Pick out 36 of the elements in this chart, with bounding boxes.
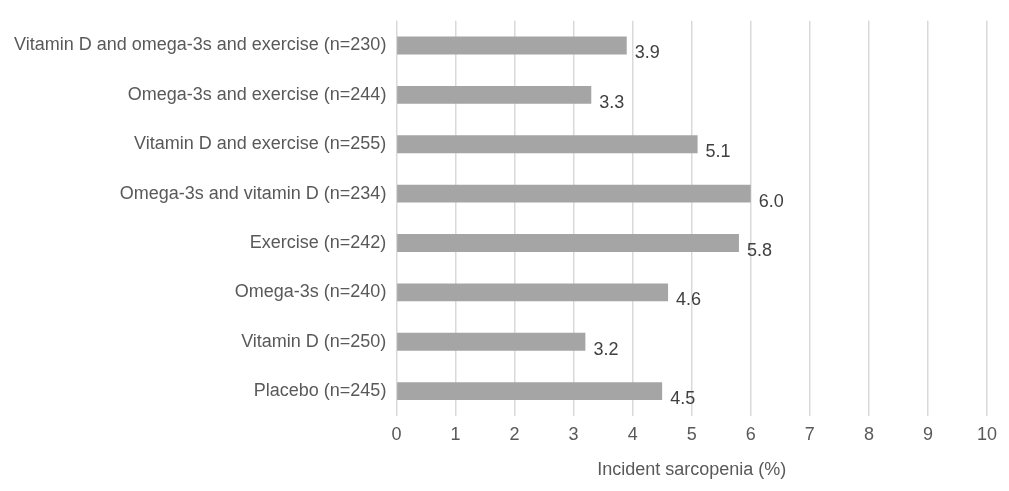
y-tick-label: Vitamin D (n=250) — [241, 330, 387, 351]
x-tick-label: 6 — [745, 423, 756, 444]
y-tick-label: Vitamin D and exercise (n=255) — [134, 133, 387, 154]
y-tick-label: Exercise (n=242) — [249, 231, 387, 252]
data-label: 6.0 — [758, 190, 784, 211]
data-label: 5.8 — [746, 239, 772, 260]
bar — [397, 332, 586, 351]
bar — [397, 36, 627, 55]
x-tick-label: 9 — [922, 423, 933, 444]
data-label: 5.1 — [705, 141, 731, 162]
x-tick-label: 5 — [686, 423, 697, 444]
data-label: 4.6 — [676, 289, 702, 310]
bar — [397, 135, 698, 154]
bar — [397, 184, 751, 203]
bar — [397, 234, 739, 252]
bar — [397, 283, 669, 302]
x-axis-title: Incident sarcopenia (%) — [597, 459, 787, 480]
y-tick-label: Placebo (n=245) — [253, 380, 387, 401]
data-label: 4.5 — [670, 388, 696, 409]
x-tick-label: 1 — [450, 423, 461, 444]
bar — [397, 382, 663, 400]
x-tick-label: 10 — [976, 423, 998, 444]
x-tick-label: 7 — [804, 423, 815, 444]
y-tick-label: Omega-3s and vitamin D (n=234) — [119, 182, 387, 203]
x-tick-label: 8 — [863, 423, 874, 444]
x-tick-label: 0 — [391, 423, 402, 444]
y-tick-label: Vitamin D and omega-3s and exercise (n=230) — [14, 34, 387, 55]
data-label: 3.9 — [634, 42, 660, 63]
data-label: 3.3 — [599, 91, 625, 112]
y-tick-label: Omega-3s and exercise (n=244) — [127, 83, 387, 104]
data-label: 3.2 — [593, 338, 619, 359]
y-tick-label: Omega-3s (n=240) — [234, 281, 387, 302]
bar — [397, 85, 592, 104]
x-tick-label: 3 — [568, 423, 579, 444]
x-tick-label: 2 — [509, 423, 520, 444]
x-tick-label: 4 — [627, 423, 638, 444]
